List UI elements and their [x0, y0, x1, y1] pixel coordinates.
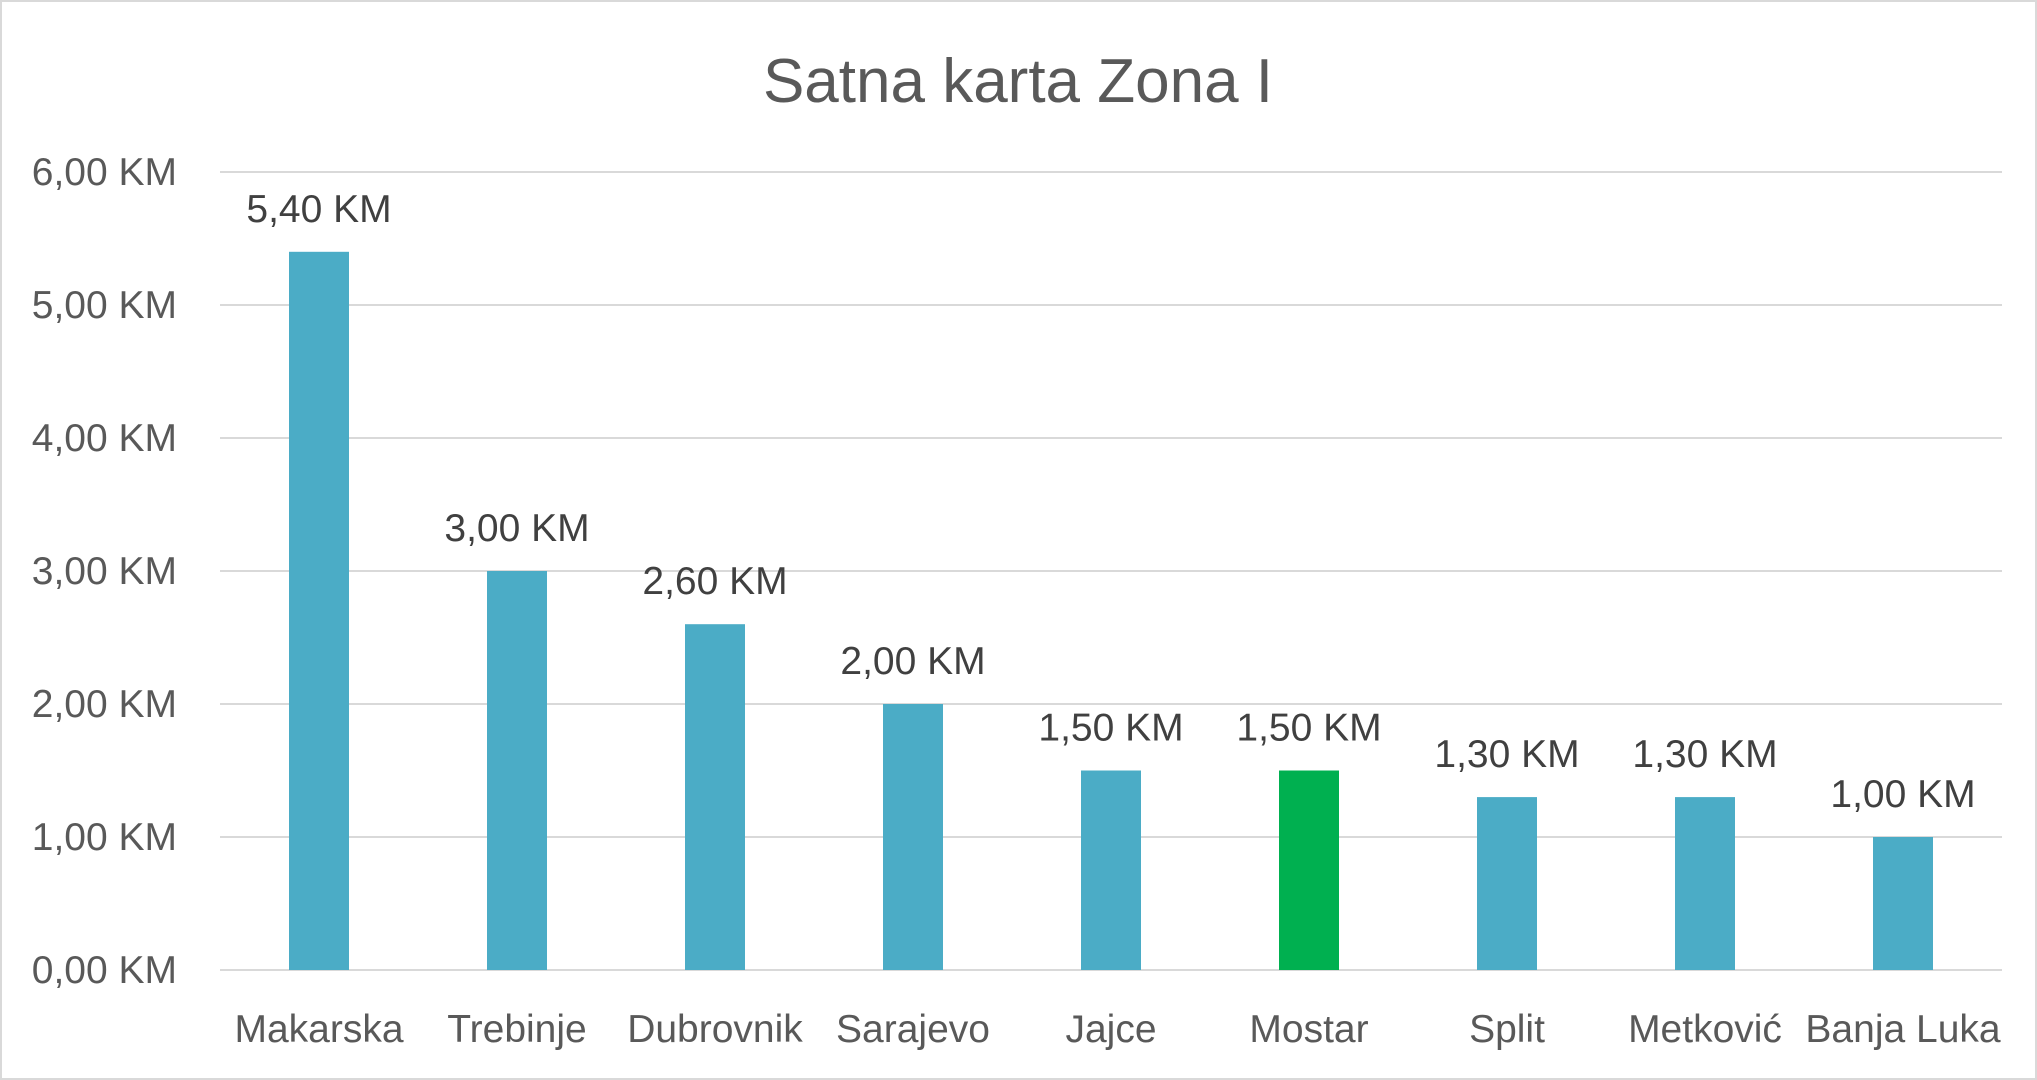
x-category-label: Sarajevo — [836, 1008, 990, 1051]
y-tick-label: 4,00 KM — [32, 417, 177, 460]
bar-jajce — [1081, 770, 1141, 970]
data-label: 2,00 KM — [840, 640, 985, 683]
x-category-label: Jajce — [1065, 1008, 1156, 1051]
x-axis-category-labels: Makarska Trebinje Dubrovnik Sarajevo Jajce Mo… — [234, 1008, 2000, 1051]
x-category-label: Trebinje — [447, 1008, 586, 1051]
data-label: 3,00 KM — [444, 507, 589, 550]
bar-makarska — [289, 251, 349, 971]
x-category-label: Dubrovnik — [627, 1008, 803, 1051]
chart-title: Satna karta Zona I — [763, 47, 1273, 116]
y-tick-label: 3,00 KM — [32, 550, 177, 593]
bar-banja-luka — [1873, 837, 1933, 970]
x-category-label: Metković — [1628, 1008, 1782, 1051]
x-category-label: Makarska — [234, 1008, 403, 1051]
bar-dubrovnik — [685, 624, 745, 970]
x-category-label: Banja Luka — [1805, 1008, 2000, 1051]
x-category-label: Split — [1469, 1008, 1545, 1051]
bar-metković — [1675, 797, 1735, 970]
data-label: 1,30 KM — [1434, 733, 1579, 776]
bars — [289, 251, 1933, 971]
bar-split — [1477, 797, 1537, 970]
data-label: 5,40 KM — [246, 188, 391, 231]
y-tick-label: 6,00 KM — [32, 151, 177, 194]
y-tick-label: 1,00 KM — [32, 816, 177, 859]
x-category-label: Mostar — [1249, 1008, 1368, 1051]
data-label: 2,60 KM — [642, 560, 787, 603]
y-tick-label: 0,00 KM — [32, 949, 177, 992]
data-label: 1,00 KM — [1830, 773, 1975, 816]
bar-sarajevo — [883, 704, 943, 970]
y-axis-tick-labels: 0,00 KM 1,00 KM 2,00 KM 3,00 KM 4,00 KM 5,00 … — [32, 151, 177, 992]
bar-mostar — [1279, 770, 1339, 970]
data-label: 1,50 KM — [1038, 707, 1183, 750]
data-label: 1,30 KM — [1632, 733, 1777, 776]
bar-trebinje — [487, 571, 547, 970]
data-label: 1,50 KM — [1236, 707, 1381, 750]
data-labels: 5,40 KM 3,00 KM 2,60 KM 2,00 KM 1,50 KM 1,50 … — [246, 188, 1975, 816]
y-tick-label: 2,00 KM — [32, 683, 177, 726]
y-tick-label: 5,00 KM — [32, 284, 177, 327]
